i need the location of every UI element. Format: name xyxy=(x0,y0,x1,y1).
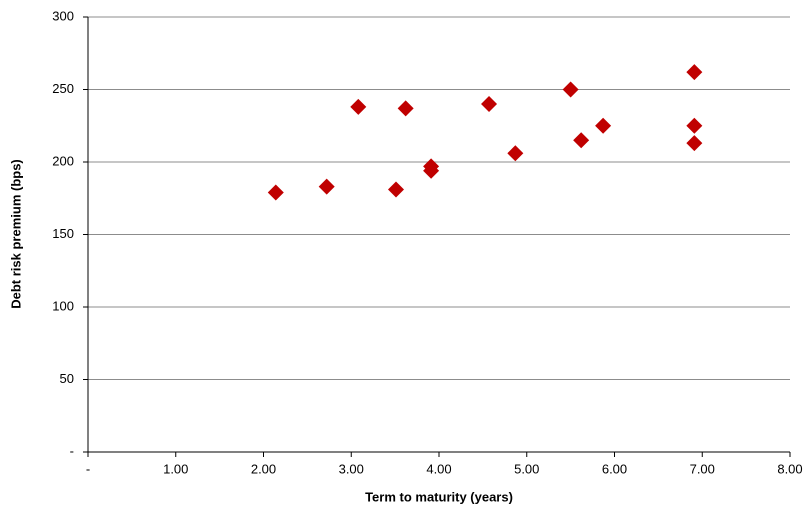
x-tick-label: - xyxy=(86,461,90,476)
point xyxy=(595,117,612,134)
y-axis-title: Debt risk premium (bps) xyxy=(8,159,23,309)
point xyxy=(318,178,335,195)
point xyxy=(423,162,440,179)
x-tick-label: 2.00 xyxy=(251,461,276,476)
x-tick-label: 7.00 xyxy=(690,461,715,476)
point xyxy=(686,117,703,134)
point xyxy=(397,100,414,117)
x-axis-title: Term to maturity (years) xyxy=(365,489,513,504)
point xyxy=(267,184,284,201)
point xyxy=(481,96,498,112)
y-tick-label: 50 xyxy=(60,371,74,386)
y-tick-label: 100 xyxy=(52,298,74,313)
x-tick-label: 1.00 xyxy=(163,461,188,476)
point xyxy=(686,135,703,152)
y-tick-label: 250 xyxy=(52,81,74,96)
y-tick-label: - xyxy=(70,443,74,458)
point xyxy=(686,64,703,81)
x-tick-label: 3.00 xyxy=(339,461,364,476)
y-tick-label: 200 xyxy=(52,153,74,168)
x-tick-label: 6.00 xyxy=(602,461,627,476)
x-tick-label: 4.00 xyxy=(426,461,451,476)
y-tick-label: 150 xyxy=(52,226,74,241)
x-tick-label: 5.00 xyxy=(514,461,539,476)
x-tick-label: 8.00 xyxy=(777,461,802,476)
point xyxy=(562,81,579,98)
point xyxy=(350,98,367,115)
point xyxy=(388,181,405,198)
y-tick-label: 300 xyxy=(52,8,74,23)
point xyxy=(573,132,590,149)
point xyxy=(507,145,524,162)
